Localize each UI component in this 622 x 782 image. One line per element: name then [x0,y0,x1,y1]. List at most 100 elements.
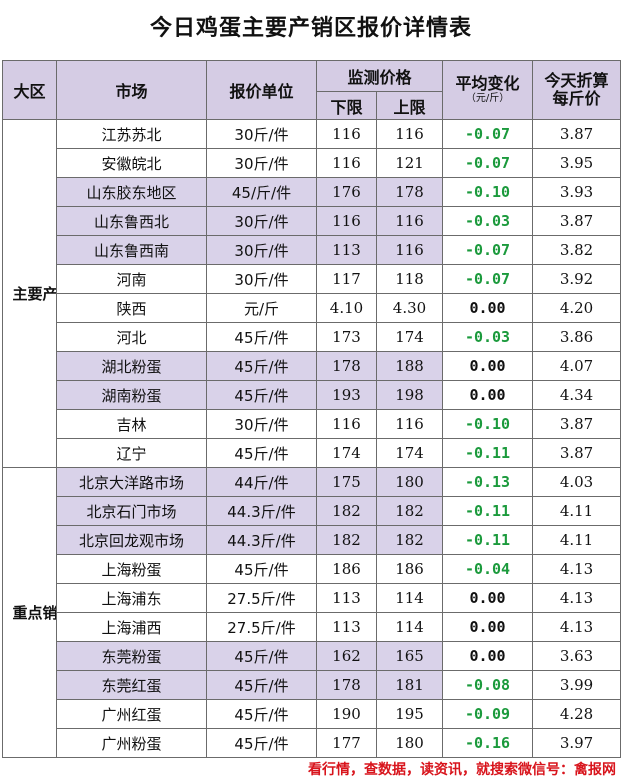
upper-price-cell: 182 [375,496,444,526]
header-today-price-line1: 今天折算 [544,71,609,90]
today-price-cell: 4.20 [532,293,622,323]
lower-price-cell: 178 [316,670,377,700]
market-cell: 上海浦西 [56,612,207,642]
upper-price-cell: 116 [375,206,444,236]
lower-price-cell: 182 [316,496,377,526]
market-cell: 湖北粉蛋 [56,351,207,381]
unit-cell: 30斤/件 [206,264,317,294]
avg-change-cell: -0.16 [442,728,534,758]
header-today-price-line2: 每斤价 [552,89,601,108]
lower-price-cell: 175 [316,467,377,497]
avg-change-cell: 0.00 [442,351,534,381]
unit-cell: 45斤/件 [206,438,317,468]
table-row: 上海粉蛋 45斤/件 186 186 -0.04 4.13 [3,554,622,584]
lower-price-cell: 173 [316,322,377,352]
unit-cell: 45斤/件 [206,641,317,671]
table-row: 湖北粉蛋 45斤/件 178 188 0.00 4.07 [3,351,622,381]
table-row: 陕西 元/斤 4.10 4.30 0.00 4.20 [3,293,622,323]
avg-change-cell: 0.00 [442,583,534,613]
unit-cell: 45斤/件 [206,380,317,410]
unit-cell: 44.3斤/件 [206,496,317,526]
market-cell: 广州粉蛋 [56,728,207,758]
avg-change-cell: -0.07 [442,148,534,178]
upper-price-cell: 186 [375,554,444,584]
lower-price-cell: 116 [316,206,377,236]
header-avg-change-unit: （元/斤） [465,93,510,104]
today-price-cell: 3.95 [532,148,622,178]
market-cell: 河北 [56,322,207,352]
table-row: 上海浦西 27.5斤/件 113 114 0.00 4.13 [3,612,622,642]
table-row: 东莞红蛋 45斤/件 178 181 -0.08 3.99 [3,670,622,700]
upper-price-cell: 114 [375,612,444,642]
market-cell: 东莞红蛋 [56,670,207,700]
today-price-cell: 3.87 [532,438,622,468]
today-price-cell: 3.92 [532,264,622,294]
upper-price-cell: 188 [375,351,444,381]
table-row: 河北 45斤/件 173 174 -0.03 3.86 [3,322,622,352]
today-price-cell: 4.34 [532,380,622,410]
avg-change-cell: -0.03 [442,206,534,236]
avg-change-cell: -0.09 [442,699,534,729]
upper-price-cell: 116 [375,409,444,439]
header-market: 市场 [56,60,207,120]
avg-change-cell: -0.10 [442,177,534,207]
header-monitor-price: 监测价格 [315,60,444,92]
upper-price-cell: 174 [375,322,444,352]
today-price-cell: 4.13 [532,612,622,642]
market-cell: 上海浦东 [56,583,207,613]
lower-price-cell: 176 [316,177,377,207]
today-price-cell: 3.93 [532,177,622,207]
region-label: 重点销区 [12,603,57,622]
lower-price-cell: 177 [316,728,377,758]
avg-change-cell: -0.07 [442,264,534,294]
upper-price-cell: 180 [375,467,444,497]
table-row: 上海浦东 27.5斤/件 113 114 0.00 4.13 [3,583,622,613]
region-cell: 主要产区 [2,119,57,468]
unit-cell: 30斤/件 [206,206,317,236]
table-row: 河南 30斤/件 117 118 -0.07 3.92 [3,264,622,294]
avg-change-cell: -0.04 [442,554,534,584]
avg-change-cell: -0.07 [442,235,534,265]
table-row: 北京回龙观市场 44.3斤/件 182 182 -0.11 4.11 [3,525,622,555]
table-row: 湖南粉蛋 45斤/件 193 198 0.00 4.34 [3,380,622,410]
upper-price-cell: 178 [375,177,444,207]
lower-price-cell: 113 [316,612,377,642]
upper-price-cell: 116 [375,119,444,149]
market-cell: 山东鲁西北 [56,206,207,236]
header-region: 大区 [2,60,57,120]
lower-price-cell: 193 [316,380,377,410]
upper-price-cell: 165 [375,641,444,671]
lower-price-cell: 117 [316,264,377,294]
lower-price-cell: 113 [316,583,377,613]
upper-price-cell: 198 [375,380,444,410]
avg-change-cell: -0.11 [442,496,534,526]
market-cell: 江苏苏北 [56,119,207,149]
unit-cell: 30斤/件 [206,409,317,439]
unit-cell: 30斤/件 [206,235,317,265]
upper-price-cell: 182 [375,525,444,555]
avg-change-cell: 0.00 [442,293,534,323]
lower-price-cell: 116 [316,409,377,439]
avg-change-cell: 0.00 [442,612,534,642]
avg-change-cell: 0.00 [442,380,534,410]
unit-cell: 45斤/件 [206,728,317,758]
market-cell: 吉林 [56,409,207,439]
table-row: 辽宁 45斤/件 174 174 -0.11 3.87 [3,438,622,468]
upper-price-cell: 180 [375,728,444,758]
market-cell: 安徽皖北 [56,148,207,178]
lower-price-cell: 4.10 [316,293,377,323]
table-row: 东莞粉蛋 45斤/件 162 165 0.00 3.63 [3,641,622,671]
unit-cell: 45斤/件 [206,351,317,381]
today-price-cell: 3.99 [532,670,622,700]
avg-change-cell: -0.13 [442,467,534,497]
today-price-cell: 4.13 [532,583,622,613]
today-price-cell: 4.28 [532,699,622,729]
lower-price-cell: 116 [316,148,377,178]
lower-price-cell: 182 [316,525,377,555]
header-lower: 下限 [316,91,377,120]
market-cell: 辽宁 [56,438,207,468]
today-price-cell: 3.82 [532,235,622,265]
avg-change-cell: -0.08 [442,670,534,700]
